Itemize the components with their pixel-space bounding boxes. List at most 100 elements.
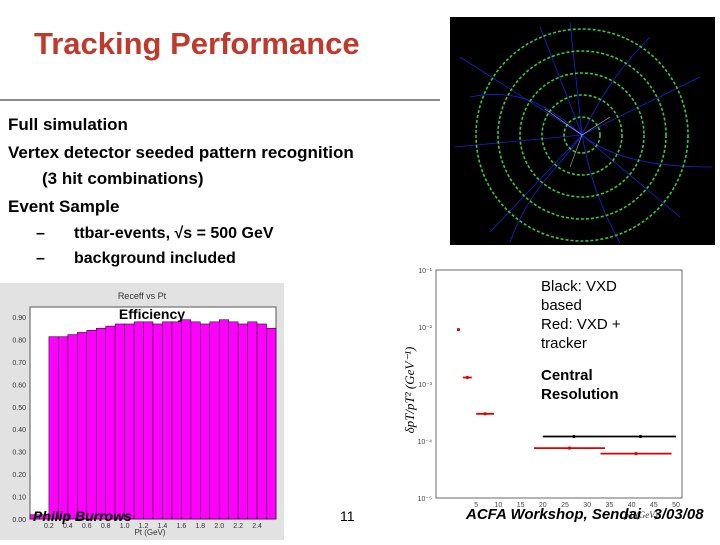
hist-x-tick-label: 1.4 (158, 523, 168, 530)
hist-bar (143, 321, 154, 520)
hist-bar (171, 321, 182, 520)
res-y-tick-label: 10⁻¹ (418, 268, 432, 275)
footer-date: 3/03/08 (653, 506, 704, 523)
hist-y-tick-label: 0.00 (12, 517, 26, 524)
res-y-tick-label: 10⁻² (418, 325, 432, 332)
res-frame (435, 269, 683, 499)
hist-x-tick-label: 1.6 (177, 523, 187, 530)
res-x-tick-label: 40 (628, 502, 636, 509)
res-data-point (572, 434, 576, 439)
hist-label-efficiency: Efficiency (119, 306, 185, 322)
efficiency-histogram: Receff vs Pt Efficiency Pt (GeV) 0.90 0.8… (0, 283, 284, 540)
hist-bar (218, 319, 229, 520)
hist-x-tick-label: 1.8 (195, 523, 205, 530)
hist-y-tick-label: 0.10 (12, 495, 26, 502)
bullet-event-sample: Event Sample (8, 197, 120, 216)
res-x-tick-label: 50 (672, 502, 680, 509)
res-x-axis-label: pT (GeV) (623, 510, 658, 520)
hist-bar (162, 321, 173, 520)
resolution-plot: 10⁻¹ 10⁻² 10⁻³ 10⁻⁴ 10⁻⁵ 5 10 15 20 25 30 35 40 45 50… (386, 262, 686, 520)
res-x-tick-label: 10 (495, 502, 503, 509)
res-x-tick-label: 35 (606, 502, 614, 509)
res-y-tick-label: 10⁻⁴ (418, 439, 433, 446)
bullet-vertex-seeded: Vertex detector seeded pattern recogniti… (8, 143, 354, 162)
sub-bullet-ttbar: ttbar-events, √s = 500 GeV (74, 225, 274, 242)
hist-bar (181, 319, 192, 520)
page-title: Tracking Performance (34, 26, 360, 61)
hist-bar (200, 323, 211, 520)
hist-y-tick-label: 0.80 (12, 337, 26, 344)
res-data-point (638, 434, 643, 439)
footer-conference-name: ACFA Workshop, Sendai (466, 506, 642, 523)
legend-annotation: Black: VXD based Red: VXD + tracker (541, 277, 621, 353)
hist-y-tick-label: 0.70 (12, 360, 26, 367)
hist-bar (86, 330, 97, 520)
hist-bar (209, 321, 220, 520)
res-y-axis-label: δpT/pT² (GeV⁻¹) (402, 347, 417, 434)
hist-y-tick-label: 0.50 (12, 405, 26, 412)
legend-line: Black: VXD (541, 278, 617, 295)
hist-x-tick-label: 0.6 (82, 523, 92, 530)
res-x-tick-label: 5 (474, 502, 478, 509)
hist-bar (58, 336, 69, 520)
hist-bar (124, 323, 135, 520)
res-x-tick-label: 30 (583, 502, 591, 509)
hist-x-tick-label: 0.2 (44, 523, 54, 530)
caption-line: Resolution (541, 386, 619, 403)
central-resolution-caption: Central Resolution (541, 366, 619, 404)
sub-bullet-dash: – (36, 225, 45, 242)
hist-bar (228, 321, 239, 520)
hist-x-axis-label: Pt (GeV) (134, 528, 165, 537)
hist-bar (190, 321, 201, 520)
hist-y-tick-label: 0.90 (12, 315, 26, 322)
bullet-hit-combinations: (3 hit combinations) (42, 169, 204, 188)
hist-x-tick-label: 2.0 (214, 523, 224, 530)
hist-bar (237, 323, 248, 520)
event-display-image (450, 17, 715, 245)
res-x-tick-label: 45 (650, 502, 658, 509)
footer-author: Philip Burrows (33, 508, 132, 524)
hist-x-tick-label: 1.2 (139, 523, 149, 530)
hist-bar (256, 323, 267, 520)
hist-y-tick-label: 0.40 (12, 427, 26, 434)
hist-y-tick-label: 0.20 (12, 472, 26, 479)
hist-x-tick-label: 1.0 (120, 523, 130, 530)
hist-bar (77, 332, 88, 520)
hist-title: Receff vs Pt (118, 291, 167, 301)
bullet-full-simulation: Full simulation (8, 115, 128, 134)
hist-bar (67, 334, 78, 520)
res-data-point (567, 446, 572, 450)
hist-x-tick-label: 0.4 (63, 523, 73, 530)
res-x-tick-label: 15 (517, 502, 525, 509)
legend-line: Red: VXD + (541, 316, 621, 333)
hist-x-tick-label: 0.8 (101, 523, 111, 530)
res-data-point (634, 452, 638, 456)
hist-bar (247, 321, 258, 520)
legend-line: based (541, 297, 582, 314)
resolution-plot-graphic: 10⁻¹ 10⁻² 10⁻³ 10⁻⁴ 10⁻⁵ 5 10 15 20 25 30 35 40 45 50… (402, 268, 683, 520)
hist-x-tick-label: 2.4 (252, 523, 262, 530)
hist-bar (95, 327, 106, 520)
hist-bar (114, 323, 125, 520)
res-data-point (483, 412, 487, 416)
title-divider (0, 99, 440, 101)
hist-y-tick-label: 0.60 (12, 382, 26, 389)
res-data-point (456, 328, 461, 332)
hist-bar (152, 323, 163, 520)
hist-x-tick-label: 2.2 (233, 523, 243, 530)
hist-bar (133, 321, 144, 520)
res-x-tick-label: 20 (539, 502, 547, 509)
hist-bar (105, 325, 116, 520)
sub-bullet-dash: – (36, 250, 45, 267)
res-y-tick-label: 10⁻⁵ (418, 496, 432, 503)
res-data-point (465, 375, 469, 380)
hist-bar (48, 336, 59, 520)
res-x-tick-label: 25 (561, 502, 569, 509)
hist-bar (266, 327, 277, 520)
legend-line: tracker (541, 335, 587, 352)
hist-y-tick-label: 0.30 (12, 450, 26, 457)
efficiency-histogram-plot: Receff vs Pt Efficiency Pt (GeV) 0.90 0.8… (12, 291, 277, 537)
res-y-tick-label: 10⁻³ (418, 382, 432, 389)
footer-conference: ACFA Workshop, Sendai 3/03/08 (466, 506, 704, 523)
event-display-graphic (454, 21, 713, 244)
